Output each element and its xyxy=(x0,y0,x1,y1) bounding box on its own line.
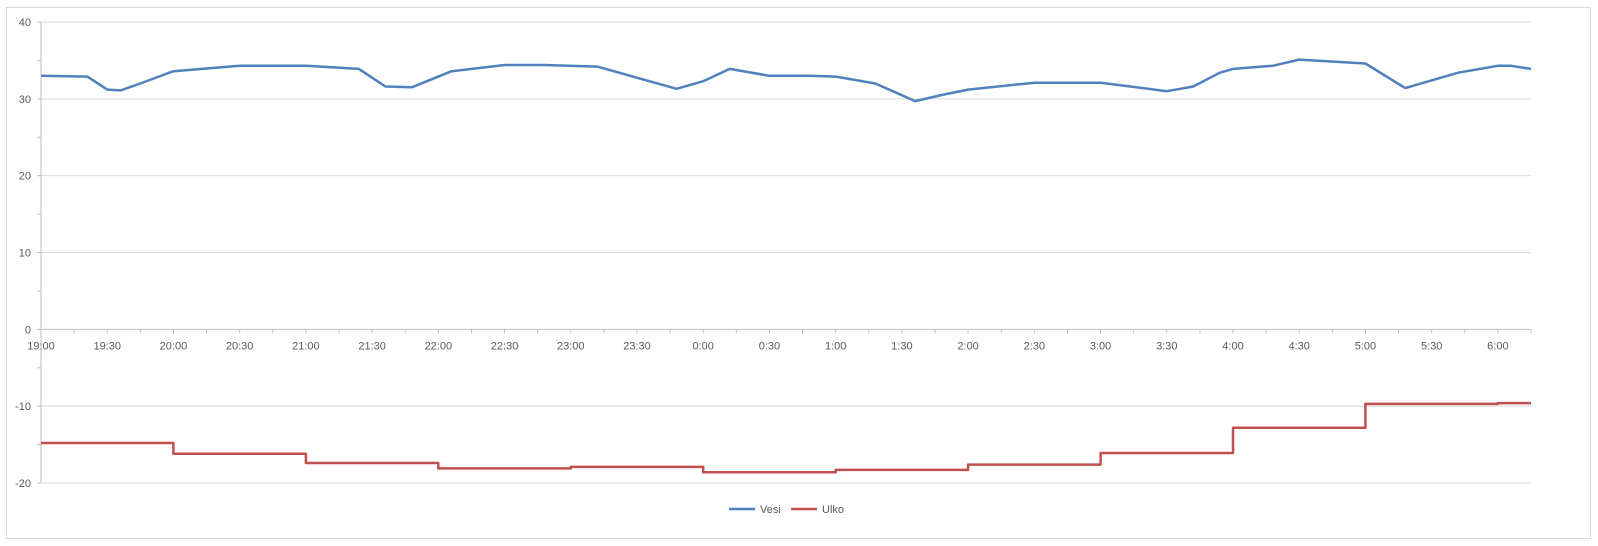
x-tick-label: 0:30 xyxy=(759,340,780,352)
x-tick-label: 1:30 xyxy=(891,340,912,352)
y-tick-label: 40 xyxy=(19,17,31,29)
x-tick-label: 22:00 xyxy=(425,340,453,352)
legend: Vesi Ulko xyxy=(729,504,844,516)
y-tick-label: 30 xyxy=(19,94,31,106)
x-tick-label: 23:00 xyxy=(557,340,585,352)
x-tick-label: 2:30 xyxy=(1024,340,1045,352)
legend-label-ulko: Ulko xyxy=(822,504,844,516)
gridlines xyxy=(41,21,1531,484)
x-tick-label: 1:00 xyxy=(825,340,846,352)
y-tick-label: -20 xyxy=(15,478,31,490)
series-line-ulko xyxy=(41,401,1531,474)
chart-area: -20 -10 0 10 20 30 40 19:00 19:30 20:00 20:30 21:00… xyxy=(6,7,1591,539)
x-tick-label: 4:00 xyxy=(1222,340,1243,352)
tick-labels: -20 -10 0 10 20 30 40 19:00 19:30 20:00 20:30 21:00… xyxy=(15,17,1509,490)
y-tick-label: 10 xyxy=(19,248,31,260)
x-tick-label: 5:00 xyxy=(1355,340,1376,352)
x-tick-label: 6:00 xyxy=(1487,340,1508,352)
x-tick-label: 22:30 xyxy=(491,340,519,352)
x-tick-label: 3:00 xyxy=(1090,340,1111,352)
y-tick-label: 20 xyxy=(19,171,31,183)
x-tick-label: 20:00 xyxy=(160,340,188,352)
x-tick-label: 19:30 xyxy=(93,340,121,352)
x-tick-label: 20:30 xyxy=(226,340,254,352)
x-tick-label: 21:30 xyxy=(358,340,386,352)
x-tick-label: 4:30 xyxy=(1289,340,1310,352)
x-tick-label: 3:30 xyxy=(1156,340,1177,352)
legend-label-vesi: Vesi xyxy=(760,504,781,516)
axes xyxy=(37,21,1532,484)
x-tick-label: 0:00 xyxy=(693,340,714,352)
x-tick-label: 23:30 xyxy=(623,340,651,352)
x-tick-label: 5:30 xyxy=(1421,340,1442,352)
y-tick-label: -10 xyxy=(15,401,31,413)
x-tick-label: 2:00 xyxy=(957,340,978,352)
x-tick-label: 19:00 xyxy=(27,340,55,352)
y-tick-label: 0 xyxy=(25,324,31,336)
series-line-vesi xyxy=(40,58,1532,103)
line-chart: -20 -10 0 10 20 30 40 19:00 19:30 20:00 20:30 21:00… xyxy=(15,17,1532,516)
x-tick-label: 21:00 xyxy=(292,340,320,352)
series-lines xyxy=(40,58,1532,474)
